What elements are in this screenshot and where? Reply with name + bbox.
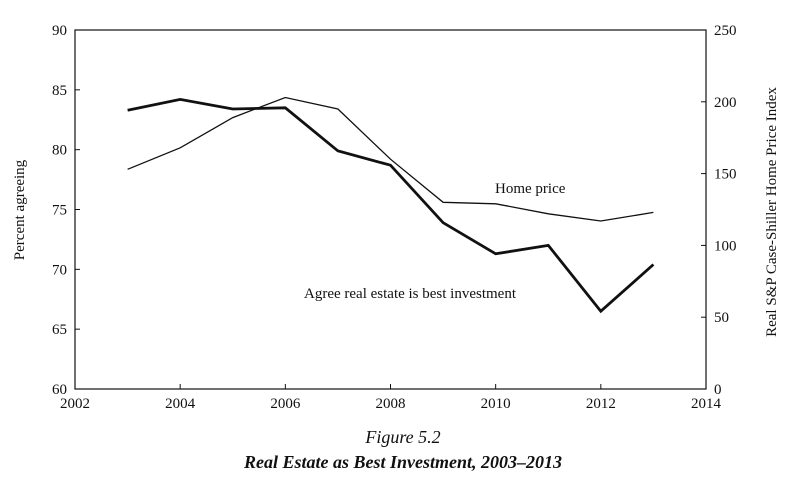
x-tick-label: 2014 <box>691 396 722 412</box>
y-right-tick-label: 0 <box>714 382 722 398</box>
figure-label: Figure 5.2 <box>365 427 441 447</box>
y-left-tick-label: 60 <box>52 382 67 398</box>
y-axis-left: 60 65 70 75 80 85 90 <box>52 23 80 398</box>
home-price-series-line <box>127 96 654 222</box>
x-tick-label: 2008 <box>376 396 406 412</box>
agree-series-line <box>127 97 655 314</box>
plot-frame <box>74 29 707 390</box>
agree-label: Agree real estate is best investment <box>304 286 517 302</box>
x-tick-label: 2006 <box>270 396 301 412</box>
x-tick-label: 2012 <box>586 396 616 412</box>
y-right-tick-label: 100 <box>714 238 737 254</box>
x-tick-label: 2002 <box>60 396 90 412</box>
y-left-tick-label: 80 <box>52 143 67 159</box>
x-tick-label: 2010 <box>481 396 511 412</box>
y-right-tick-label: 250 <box>714 23 737 39</box>
home-price-label: Home price <box>495 181 566 197</box>
chart-title: Real Estate as Best Investment, 2003–201… <box>243 452 562 472</box>
y-right-tick-label: 50 <box>714 310 729 326</box>
x-axis: 2002 2004 2006 2008 2010 2012 2014 <box>60 384 722 412</box>
y-right-tick-label: 200 <box>714 95 737 111</box>
y-left-tick-label: 85 <box>52 83 67 99</box>
y-axis-left-title: Percent agreeing <box>12 159 28 260</box>
chart: 2002 2004 2006 2008 2010 2012 2014 60 65 70 75 80 8… <box>12 23 780 412</box>
x-tick-label: 2004 <box>165 396 196 412</box>
y-left-tick-label: 75 <box>52 203 67 219</box>
y-left-tick-label: 70 <box>52 262 67 278</box>
y-left-tick-label: 65 <box>52 322 67 338</box>
series-lines <box>127 96 655 314</box>
y-axis-right-title: Real S&P Case-Shiller Home Price Index <box>764 87 780 337</box>
y-axis-right: 0 50 100 150 200 250 <box>701 23 737 398</box>
y-right-tick-label: 150 <box>714 167 737 183</box>
y-left-tick-label: 90 <box>52 23 67 39</box>
